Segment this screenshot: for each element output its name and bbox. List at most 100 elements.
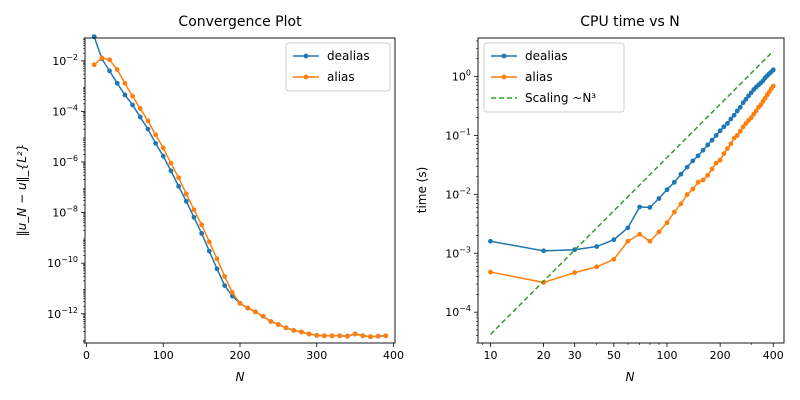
data-point: [488, 269, 493, 275]
x-tick-label: 400: [763, 349, 784, 362]
data-point: [122, 92, 128, 98]
data-point: [153, 132, 158, 138]
data-point: [728, 116, 734, 122]
legend-label: alias: [525, 70, 553, 84]
x-tick-label: 20: [537, 349, 551, 362]
legend-marker: [501, 53, 507, 59]
data-point: [122, 80, 128, 86]
data-point: [137, 114, 143, 120]
y-axis-label: ‖u_N − u‖_{L²}: [15, 144, 29, 237]
data-point: [690, 186, 696, 192]
data-point: [107, 57, 112, 63]
legend-label: dealias: [327, 49, 370, 63]
data-point: [678, 171, 684, 177]
legend-box: [285, 42, 391, 92]
data-point: [268, 319, 274, 324]
data-point: [728, 141, 734, 147]
data-point: [709, 166, 715, 172]
data-point: [721, 124, 727, 130]
data-point: [700, 177, 706, 183]
data-point: [717, 128, 723, 134]
data-point: [291, 328, 297, 333]
chart-title: CPU time vs N: [580, 14, 680, 30]
data-point: [594, 244, 600, 249]
data-point: [206, 248, 212, 254]
data-point: [329, 333, 335, 339]
data-point: [337, 333, 343, 339]
data-point: [594, 264, 600, 270]
data-point: [721, 151, 727, 157]
data-point: [383, 333, 389, 339]
data-point: [737, 104, 743, 110]
legend: dealias alias: [285, 42, 391, 92]
data-point: [695, 179, 701, 185]
x-tick-label: 300: [306, 349, 327, 362]
data-point: [664, 220, 670, 226]
data-point: [695, 153, 701, 159]
data-point: [637, 231, 643, 237]
data-point: [748, 115, 754, 121]
data-point: [114, 80, 120, 86]
data-point: [753, 108, 759, 114]
y-tick-label: 10−8: [52, 205, 78, 220]
data-point: [229, 290, 235, 295]
legend-label: alias: [327, 70, 355, 84]
x-ticks: 0 100 200 300 400: [83, 343, 404, 362]
data-point: [737, 128, 743, 134]
data-point: [671, 179, 677, 185]
legend-marker: [303, 53, 309, 59]
data-point: [168, 168, 174, 174]
data-point: [275, 322, 281, 327]
data-point: [684, 164, 690, 170]
data-point: [214, 256, 220, 262]
data-point: [734, 108, 740, 114]
data-point: [637, 204, 643, 210]
data-point: [731, 135, 737, 141]
x-tick-label: 30: [568, 349, 582, 362]
data-point: [375, 333, 381, 339]
y-tick-label: 10−10: [47, 255, 78, 270]
data-point: [306, 331, 312, 337]
data-point: [114, 67, 120, 73]
data-point: [740, 124, 746, 130]
x-tick-label: 100: [153, 349, 174, 362]
x-axis-label: N: [236, 370, 245, 384]
data-point: [671, 209, 677, 215]
data-point: [199, 231, 205, 236]
data-point: [717, 157, 723, 163]
y-tick-label: 10−2: [445, 186, 471, 201]
data-point: [206, 239, 212, 245]
y-tick-label: 10−12: [47, 306, 78, 321]
data-point: [145, 118, 151, 124]
y-tick-label: 10−4: [52, 103, 78, 118]
data-point: [541, 248, 547, 254]
data-point: [664, 187, 670, 193]
y-tick-label: 100: [452, 68, 471, 83]
data-point: [705, 172, 711, 178]
x-axis-label: N: [626, 370, 635, 384]
x-tick-label: 0: [83, 349, 90, 362]
cpu-time-panel: CPU time vs N N time (s) 10 20 30 50 100 200 4…: [415, 14, 785, 384]
data-point: [145, 126, 151, 132]
data-point: [740, 100, 746, 106]
data-point: [107, 68, 112, 74]
data-point: [770, 83, 776, 89]
chart-title: Convergence Plot: [178, 14, 302, 30]
data-point: [199, 222, 205, 228]
data-point: [160, 145, 166, 151]
data-point: [690, 158, 696, 164]
y-ticks: 10−4 10−3 10−2 10−1 100: [445, 40, 478, 344]
data-point: [168, 160, 174, 166]
x-tick-label: 200: [710, 349, 731, 362]
legend: dealias alias Scaling ~N³: [483, 42, 625, 113]
data-point: [647, 238, 653, 244]
data-point: [572, 270, 578, 275]
data-point: [153, 140, 158, 146]
data-point: [360, 333, 366, 339]
plot-area: [91, 34, 389, 340]
data-point: [678, 201, 684, 207]
data-point: [137, 106, 143, 111]
legend-label: Scaling ~N³: [525, 91, 596, 105]
data-point: [725, 120, 730, 126]
x-tick-label: 400: [383, 349, 404, 362]
